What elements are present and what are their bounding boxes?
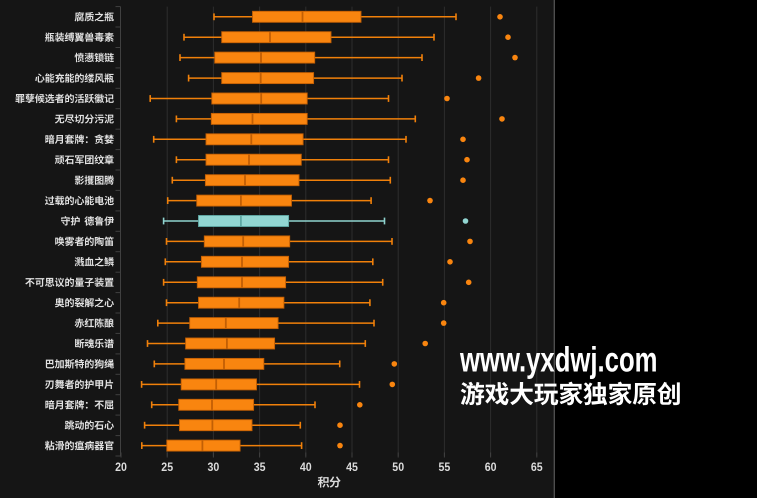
svg-text:65: 65 bbox=[531, 460, 543, 474]
svg-text:35: 35 bbox=[254, 460, 266, 474]
svg-text:50: 50 bbox=[392, 460, 404, 474]
svg-text:45: 45 bbox=[346, 460, 358, 474]
svg-text:www.yxdwj.com: www.yxdwj.com bbox=[459, 340, 657, 379]
svg-text:30: 30 bbox=[208, 460, 220, 474]
svg-text:60: 60 bbox=[485, 460, 497, 474]
svg-text:25: 25 bbox=[161, 460, 173, 474]
svg-text:20: 20 bbox=[115, 460, 127, 474]
svg-text:40: 40 bbox=[300, 460, 312, 474]
svg-text:55: 55 bbox=[439, 460, 451, 474]
